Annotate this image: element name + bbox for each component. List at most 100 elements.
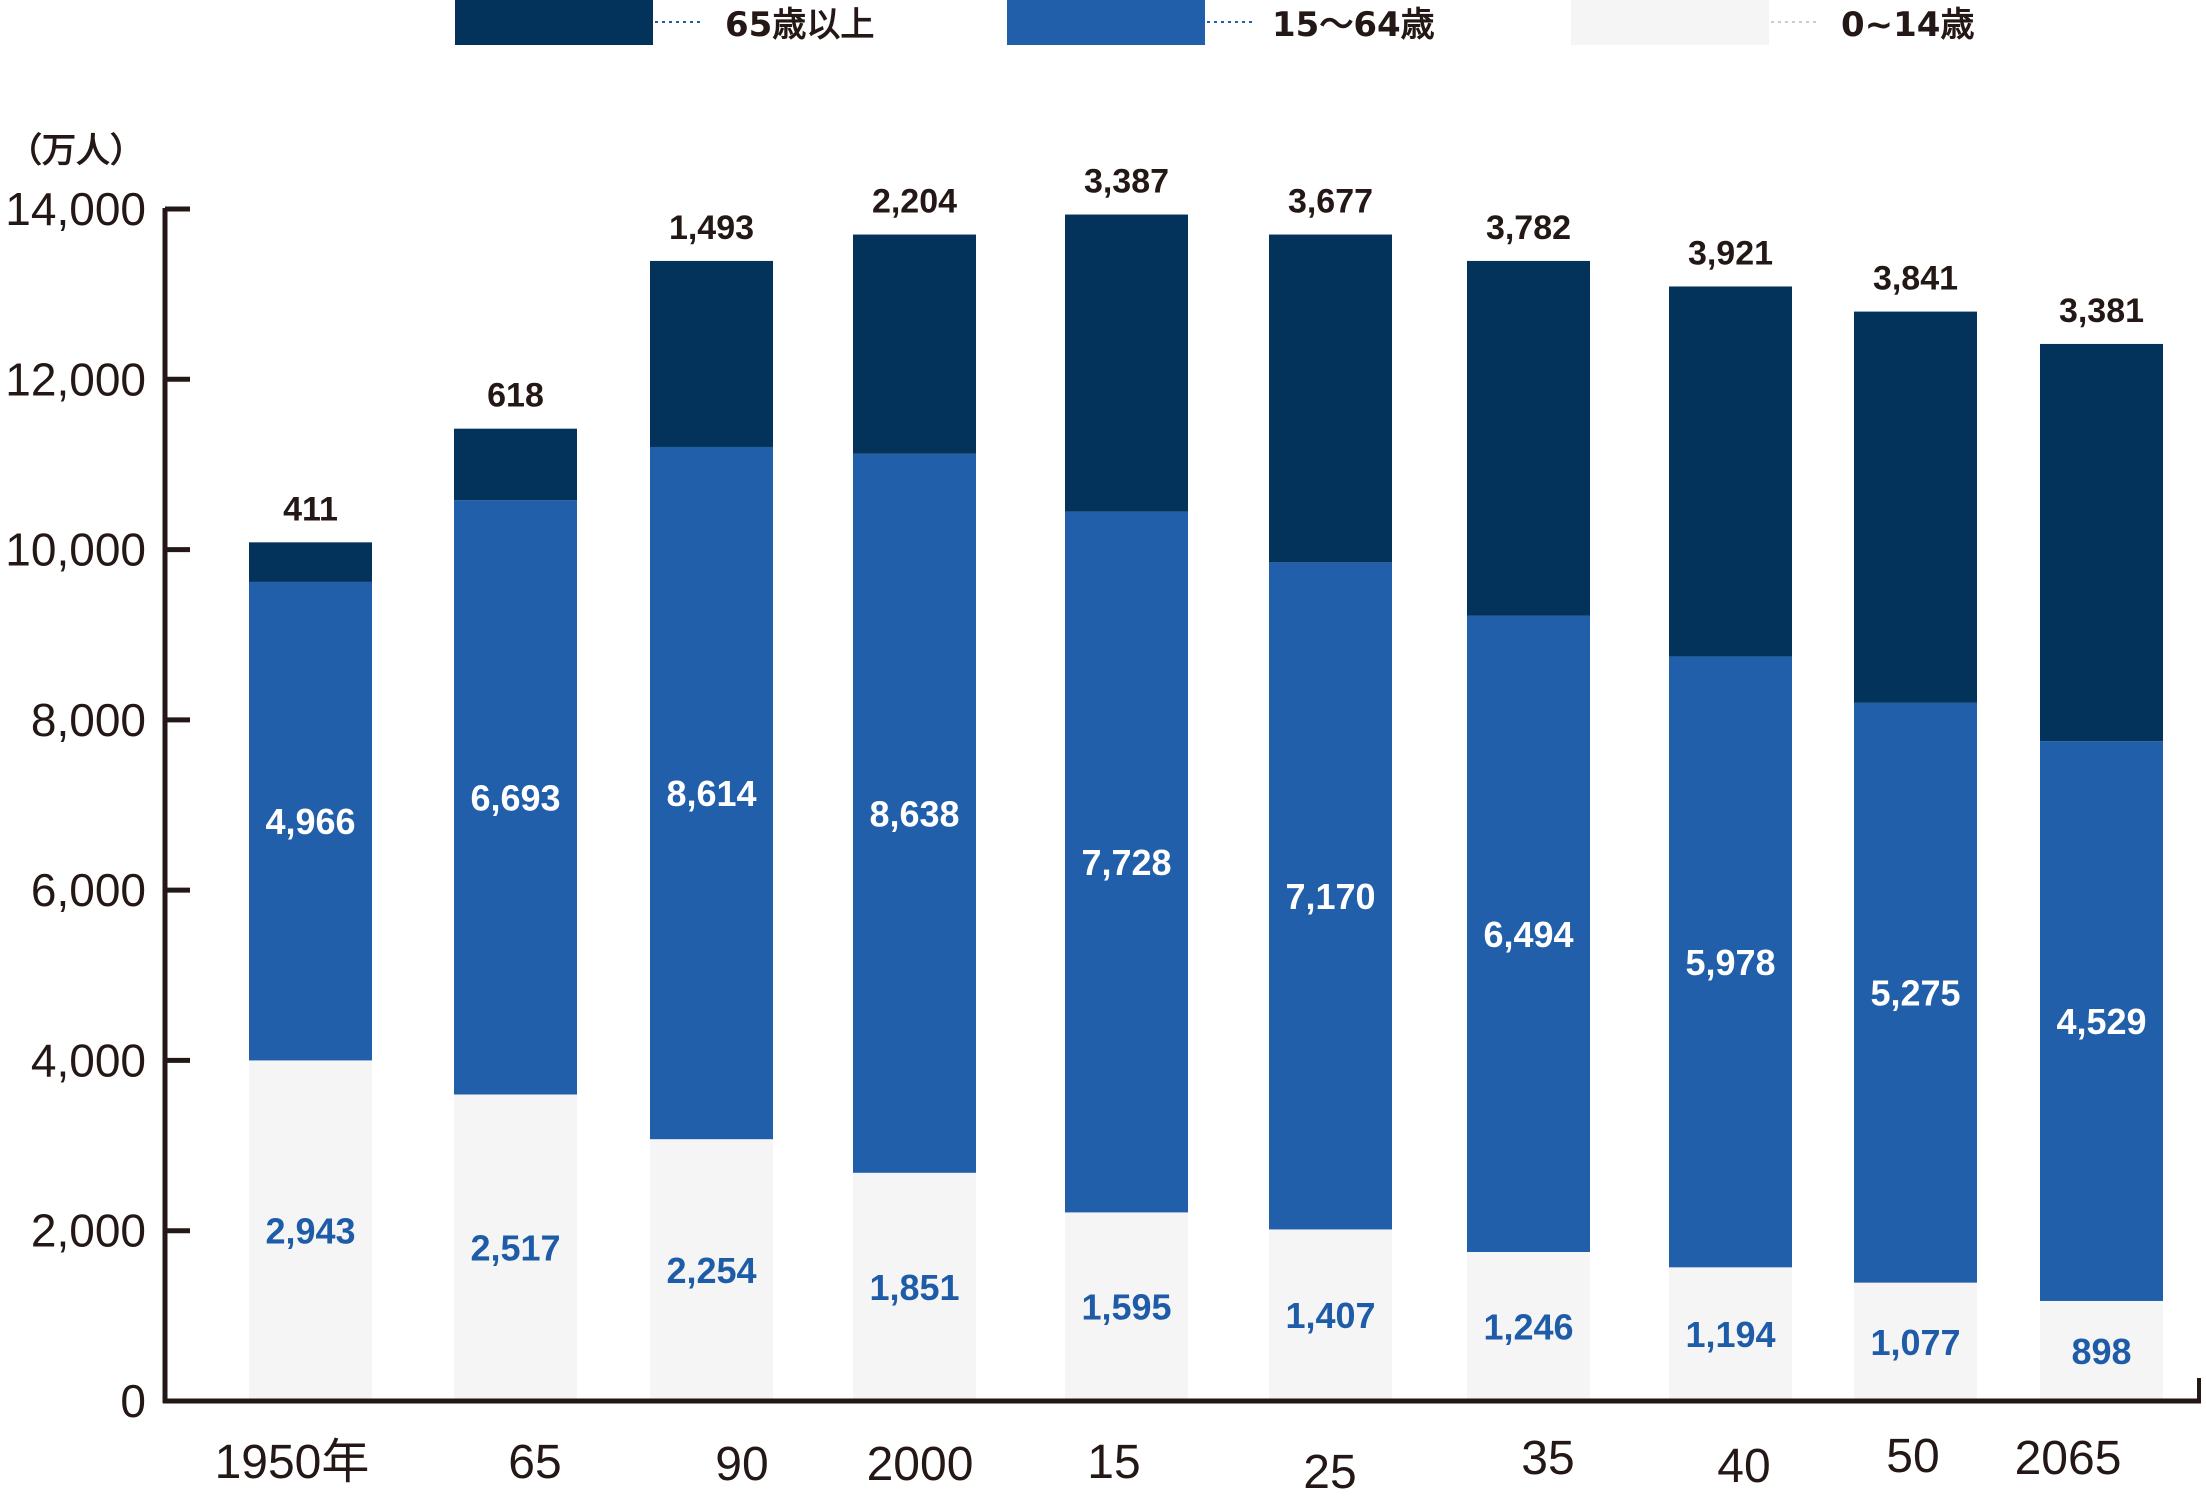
bar-segment-age-15-64: [1467, 615, 1590, 1252]
bar-group: 2,254 8,614 1,493: [650, 209, 773, 1401]
bar-segment-age-15-64: [1669, 656, 1792, 1268]
data-label: 3,841: [1873, 260, 1958, 298]
bar-segment-age-65-plus: [2040, 343, 2163, 742]
bar-group: 1,851 8,638 2,204: [853, 183, 976, 1401]
bar-segment-age-0-14: [454, 1094, 577, 1401]
legend-swatch: [455, 0, 653, 45]
bar-segment-age-0-14: [1269, 1229, 1392, 1401]
bars: 2,943 4,966 411 2,517 6,693 618 2,254 8,614 1,49…: [249, 163, 2163, 1401]
data-label: 2,943: [265, 1211, 355, 1252]
x-tick-label: 50: [1886, 1430, 1939, 1483]
data-label: 4,529: [2056, 1001, 2146, 1042]
x-tick-label: 40: [1717, 1440, 1770, 1493]
y-tick-label: 8,000: [31, 694, 146, 746]
bar-segment-age-15-64: [454, 500, 577, 1095]
bar-group: 1,246 6,494 3,782: [1467, 209, 1590, 1401]
bar-segment-age-65-plus: [249, 542, 372, 582]
y-axis-unit-label: （万人）: [8, 131, 144, 171]
bar-segment-age-65-plus: [1854, 311, 1977, 703]
bar-segment-age-15-64: [2040, 741, 2163, 1301]
data-label: 1,194: [1685, 1314, 1775, 1355]
bar-segment-age-15-64: [1065, 511, 1188, 1213]
y-axis-ticks: 0 2,000 4,000 6,000 8,000 10,000 12,000 14,000: [5, 183, 190, 1427]
data-label: 7,170: [1285, 876, 1375, 917]
axes: [162, 208, 2201, 1404]
bar-group: 2,517 6,693 618: [454, 377, 577, 1401]
legend-swatch: [1571, 0, 1769, 45]
data-label: 618: [487, 377, 544, 415]
legend-item: 0~14歳: [1571, 0, 1974, 45]
legend-swatch: [1007, 0, 1205, 45]
data-label: 1,246: [1483, 1307, 1573, 1348]
legend-label: 65歳以上: [725, 5, 874, 45]
legend: 65歳以上 15～64歳 0~14歳: [455, 0, 1974, 45]
bar-segment-age-0-14: [1467, 1252, 1590, 1401]
data-label: 3,381: [2059, 292, 2144, 330]
bar-segment-age-15-64: [853, 453, 976, 1173]
y-tick-label: 2,000: [31, 1205, 146, 1257]
bar-segment-age-65-plus: [650, 260, 773, 447]
data-label: 411: [283, 490, 338, 528]
x-tick-label: 1950年: [215, 1436, 370, 1489]
bar-segment-age-15-64: [1854, 702, 1977, 1283]
bar-segment-age-15-64: [1269, 562, 1392, 1230]
data-label: 6,693: [470, 777, 560, 818]
bar-group: 1,595 7,728 3,387: [1065, 163, 1188, 1401]
bar-segment-age-0-14: [1854, 1282, 1977, 1401]
bar-segment-age-65-plus: [454, 428, 577, 501]
x-tick-label: 2065: [2015, 1432, 2122, 1485]
data-label: 3,782: [1486, 209, 1571, 247]
bar-segment-age-15-64: [650, 446, 773, 1140]
data-label: 1,595: [1081, 1287, 1171, 1328]
bar-segment-age-0-14: [650, 1139, 773, 1401]
data-label: 8,638: [869, 793, 959, 834]
bar-group: 1,407 7,170 3,677: [1269, 183, 1392, 1401]
bar-group: 2,943 4,966 411: [249, 490, 372, 1401]
bar-segment-age-65-plus: [1269, 234, 1392, 563]
bar-segment-age-65-plus: [1467, 260, 1590, 616]
data-label: 6,494: [1483, 914, 1573, 955]
legend-label: 0~14歳: [1841, 5, 1974, 45]
data-label: 8,614: [666, 773, 756, 814]
y-tick-label: 6,000: [31, 864, 146, 916]
data-label: 2,517: [470, 1228, 560, 1269]
data-label: 4,966: [265, 801, 355, 842]
data-label: 1,077: [1870, 1322, 1960, 1363]
data-label: 7,728: [1081, 842, 1171, 883]
data-label: 3,677: [1288, 183, 1373, 221]
bar-segment-age-65-plus: [853, 234, 976, 454]
data-label: 1,407: [1285, 1295, 1375, 1336]
x-tick-label: 15: [1087, 1436, 1140, 1489]
y-tick-label: 12,000: [5, 353, 146, 405]
bar-segment-age-0-14: [2040, 1300, 2163, 1401]
y-tick-label: 14,000: [5, 183, 146, 235]
data-label: 898: [2071, 1331, 2131, 1372]
x-tick-label: 25: [1303, 1446, 1356, 1499]
bar-group: 1,077 5,275 3,841: [1854, 260, 1977, 1401]
data-label: 2,204: [872, 183, 957, 221]
bar-group: 1,194 5,978 3,921: [1669, 234, 1792, 1401]
data-label: 5,275: [1870, 973, 1960, 1014]
y-tick-label: 10,000: [5, 524, 146, 576]
bar-segment-age-15-64: [249, 581, 372, 1061]
bar-segment-age-65-plus: [1065, 214, 1188, 512]
x-axis-ticks: 1950年 65 90 2000 15 25 35 40 50 2065: [215, 1430, 2122, 1499]
data-label: 3,387: [1084, 163, 1169, 201]
bar-segment-age-0-14: [1065, 1212, 1188, 1401]
bar-segment-age-0-14: [249, 1060, 372, 1401]
bar-segment-age-0-14: [853, 1172, 976, 1401]
data-label: 1,493: [669, 209, 754, 247]
legend-item: 15～64歳: [1007, 0, 1435, 45]
data-label: 3,921: [1688, 234, 1773, 272]
bar-segment-age-65-plus: [1669, 286, 1792, 657]
y-tick-label: 4,000: [31, 1034, 146, 1086]
bar-group: 898 4,529 3,381: [2040, 292, 2163, 1401]
x-tick-label: 2000: [867, 1438, 974, 1491]
legend-label: 15～64歳: [1272, 5, 1435, 45]
x-tick-label: 65: [508, 1436, 561, 1489]
bar-segment-age-0-14: [1669, 1267, 1792, 1401]
legend-item: 65歳以上: [455, 0, 874, 45]
data-label: 5,978: [1685, 942, 1775, 983]
data-label: 1,851: [869, 1267, 959, 1308]
